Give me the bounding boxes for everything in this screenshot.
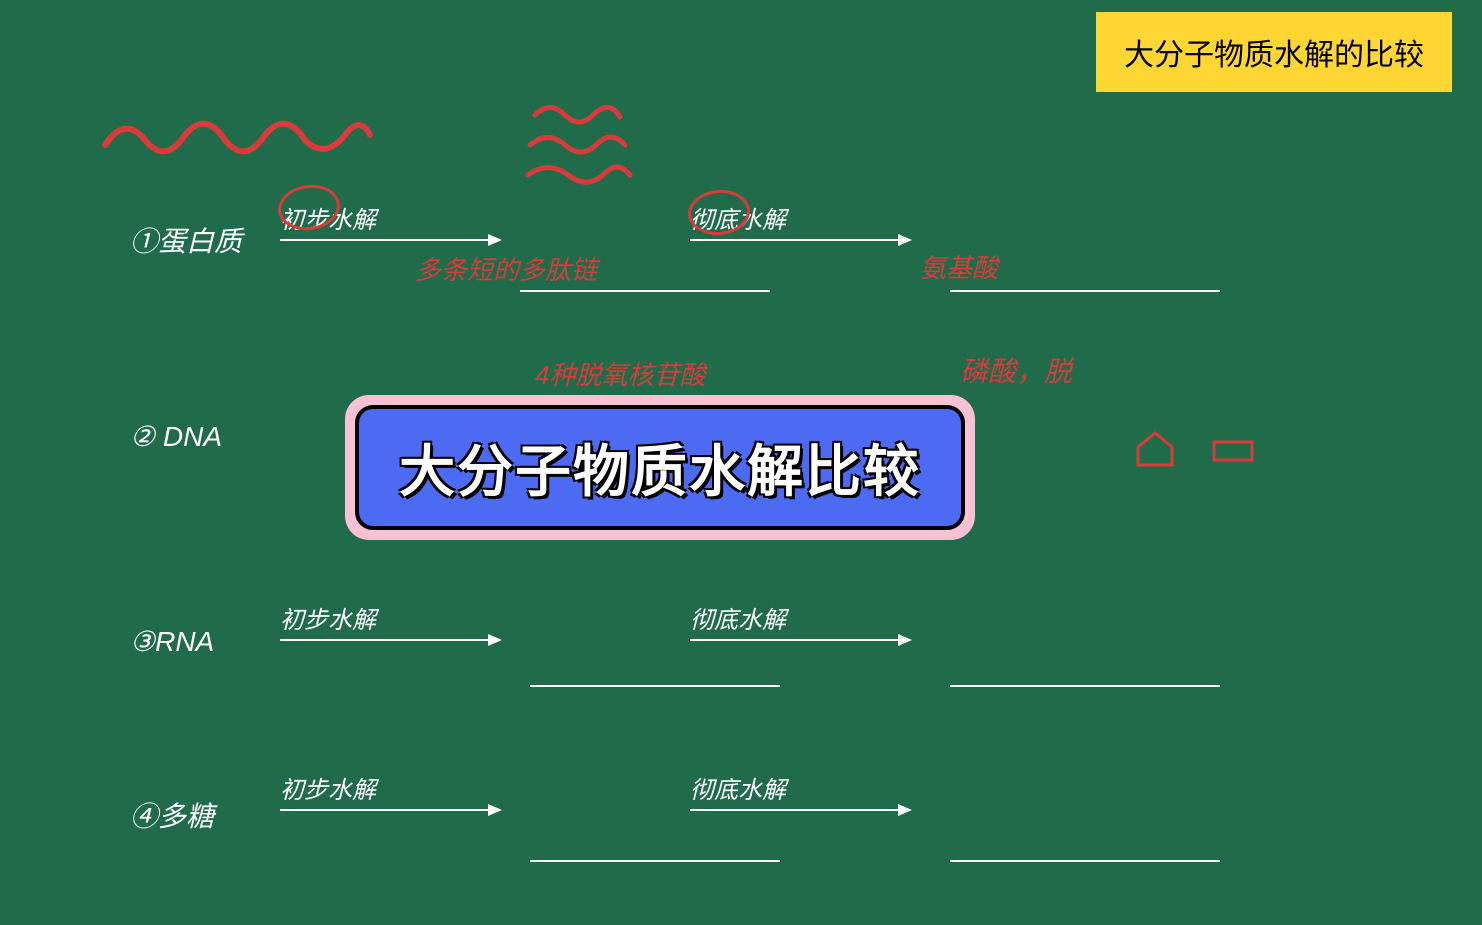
answer-line-4a (530, 860, 780, 862)
answer-line-1a (520, 290, 770, 292)
answer-2a: 4种脱氧核苷酸 (535, 355, 705, 392)
answer-line-4b (950, 860, 1220, 862)
center-banner-text: 大分子物质水解比较 (399, 427, 921, 508)
row-rna: ③RNA 初步水解 彻底水解 (130, 600, 1330, 710)
answer-1a: 多条短的多肽链 (415, 250, 597, 287)
arrow1-label-rna: 初步水解 (280, 600, 500, 635)
center-banner-inner: 大分子物质水解比较 (355, 405, 965, 530)
arrow2-line-rna (690, 639, 910, 641)
arrow1-line-sugar (280, 809, 500, 811)
arrow2-label-sugar: 彻底水解 (690, 770, 910, 805)
center-banner: 大分子物质水解比较 (345, 395, 975, 540)
squiggle-left (95, 100, 375, 170)
arrow2-label-rna: 彻底水解 (690, 600, 910, 635)
answer-1b: 氨基酸 (920, 248, 998, 285)
row-label-rna: ③RNA (130, 625, 214, 658)
red-shape-house (1130, 425, 1190, 475)
arrow2-rna: 彻底水解 (690, 600, 910, 641)
arrow2-sugar: 彻底水解 (690, 770, 910, 811)
answer-line-1b (950, 290, 1220, 292)
row-sugar: ④多糖 初步水解 彻底水解 (130, 770, 1330, 880)
row-label-protein: ①蛋白质 (130, 220, 242, 260)
title-box: 大分子物质水解的比较 (1096, 12, 1452, 92)
arrow1-rna: 初步水解 (280, 600, 500, 641)
arrow1-line (280, 239, 500, 241)
arrow2-line-sugar (690, 809, 910, 811)
arrow1-sugar: 初步水解 (280, 770, 500, 811)
answer-line-3a (530, 685, 780, 687)
red-shape-box (1210, 438, 1258, 466)
arrow1-label-sugar: 初步水解 (280, 770, 500, 805)
row-label-dna: ② DNA (130, 420, 222, 453)
squiggle-center (520, 95, 640, 195)
row-label-sugar: ④多糖 (130, 795, 214, 835)
title-text: 大分子物质水解的比较 (1124, 39, 1424, 72)
arrow2-line (690, 239, 910, 241)
answer-line-3b (950, 685, 1220, 687)
answer-2b: 磷酸，脱 (960, 350, 1072, 390)
arrow1-line-rna (280, 639, 500, 641)
